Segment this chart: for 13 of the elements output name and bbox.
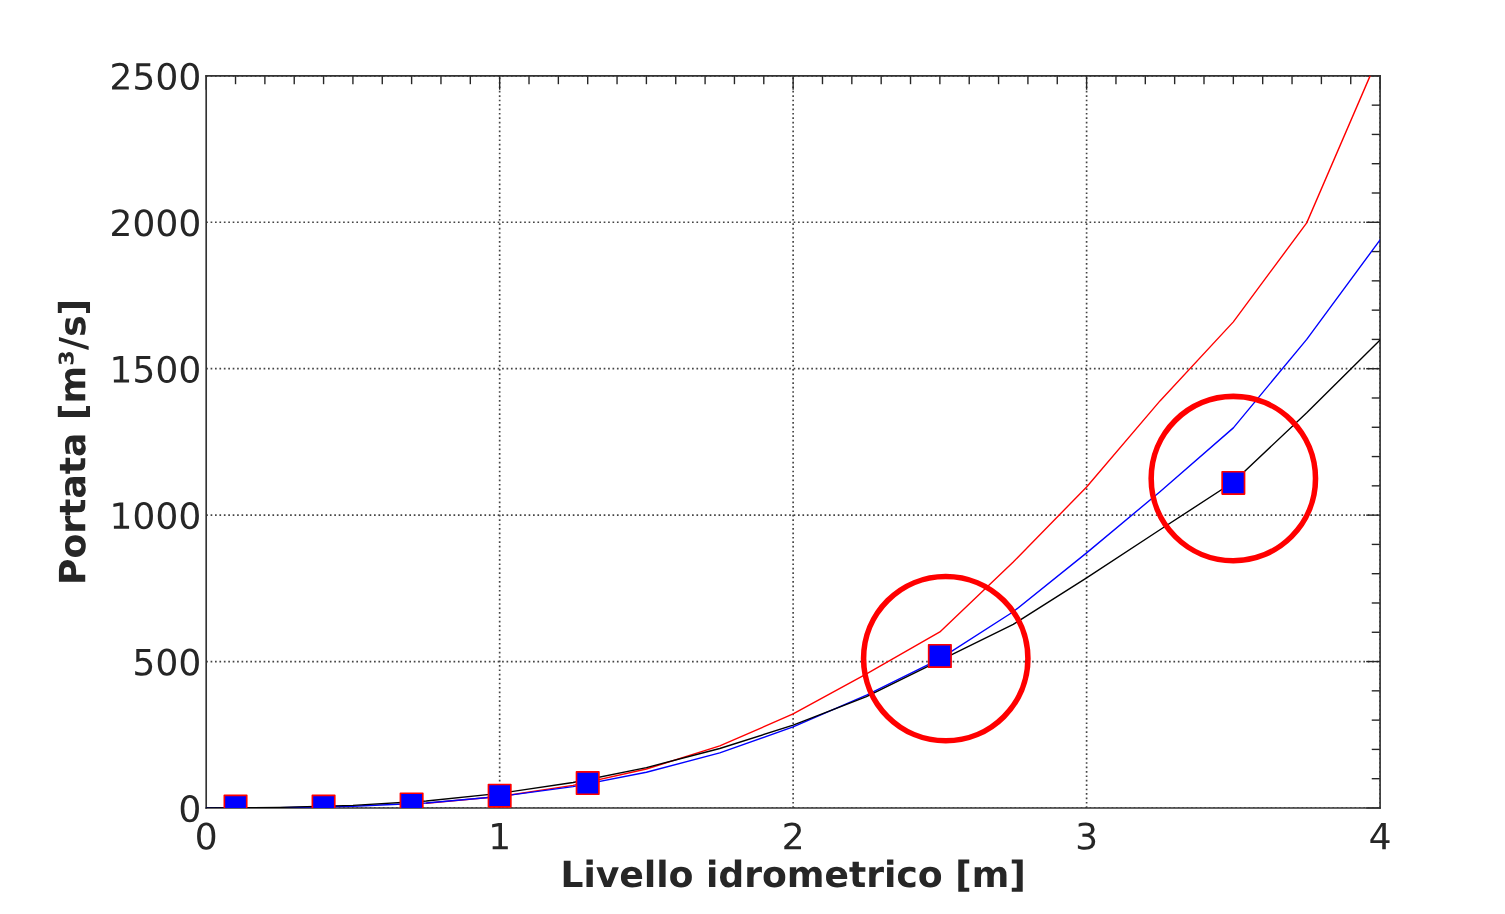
y-tick-label: 2500 bbox=[112, 62, 199, 91]
y-tick-label: 1000 bbox=[113, 502, 199, 530]
x-tick-label: 4 bbox=[1370, 822, 1390, 850]
y-axis-title: Portata [m³/s] bbox=[57, 302, 91, 582]
x-tick-label: 1 bbox=[492, 822, 508, 850]
y-tick-label: 1500 bbox=[113, 355, 199, 383]
x-tick-label: 0 bbox=[197, 822, 216, 850]
x-axis-title: Livello idrometrico [m] bbox=[563, 859, 1023, 892]
y-tick-label: 2000 bbox=[112, 209, 199, 237]
y-tick-label: 500 bbox=[135, 648, 199, 676]
y-tick-label: 0 bbox=[180, 794, 199, 823]
x-tick-label: 2 bbox=[784, 822, 802, 850]
x-tick-label: 3 bbox=[1077, 822, 1096, 850]
